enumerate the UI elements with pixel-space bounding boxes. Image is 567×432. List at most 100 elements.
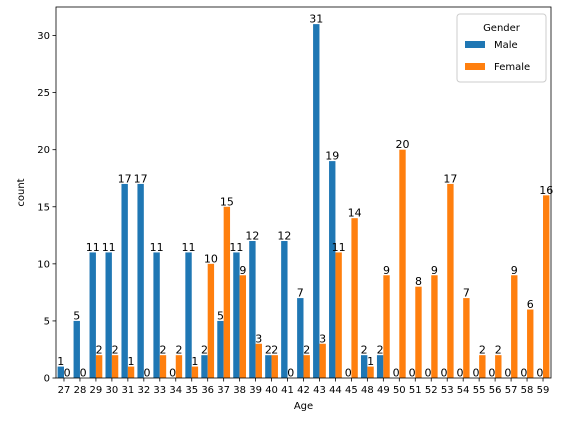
legend: Gender Male Female (456, 13, 547, 83)
data-label: 2 (479, 344, 486, 357)
data-label: 1 (367, 355, 374, 368)
bar (217, 320, 224, 378)
x-tick-label: 32 (137, 385, 150, 396)
bar (329, 161, 336, 378)
data-label: 11 (229, 241, 243, 254)
data-label: 0 (169, 367, 176, 380)
x-tick-label: 57 (505, 385, 518, 396)
x-axis-label: Age (294, 401, 313, 412)
bar (511, 275, 518, 378)
x-tick-label: 53 (441, 385, 454, 396)
x-tick-label: 33 (153, 385, 166, 396)
data-label: 9 (239, 264, 246, 277)
bar (153, 252, 160, 378)
y-tick-label: 20 (37, 145, 50, 156)
x-tick-label: 41 (281, 385, 294, 396)
bar (233, 252, 240, 378)
bar (249, 241, 256, 378)
data-label: 2 (265, 344, 272, 357)
bar (255, 343, 262, 378)
data-label: 1 (57, 355, 64, 368)
x-tick-label: 36 (201, 385, 214, 396)
x-tick-label: 55 (473, 385, 486, 396)
bar (271, 355, 278, 378)
y-axis-label: count (16, 178, 27, 206)
bar (175, 355, 183, 378)
bar (543, 195, 550, 378)
data-label: 0 (520, 367, 527, 380)
x-tick-label: 29 (90, 385, 103, 396)
x-tick-label: 39 (249, 385, 262, 396)
bar (73, 320, 80, 378)
bar (297, 298, 304, 378)
data-label: 0 (287, 367, 294, 380)
data-label: 11 (182, 241, 196, 254)
bar (447, 183, 454, 378)
bar (281, 241, 288, 378)
y-tick-label: 30 (37, 31, 50, 42)
x-axis: 27 28 29 30 31 32 33 34 35 36 37 38 39 40 41 42 43 44 45 48… (58, 378, 550, 396)
bar (89, 252, 96, 378)
x-tick-label: 51 (409, 385, 422, 396)
x-tick-label: 59 (537, 385, 550, 396)
x-tick-label: 44 (329, 385, 342, 396)
x-tick-label: 54 (457, 385, 470, 396)
x-tick-label: 52 (425, 385, 438, 396)
x-tick-label: 37 (217, 385, 230, 396)
bar (415, 286, 422, 378)
data-label: 11 (332, 241, 346, 254)
data-label: 12 (245, 230, 259, 243)
bar (137, 183, 144, 378)
bar (191, 366, 199, 378)
data-label: 2 (201, 344, 208, 357)
data-label: 8 (415, 275, 422, 288)
data-label: 2 (112, 344, 119, 357)
y-axis: 0 5 10 15 20 25 30 (37, 31, 56, 385)
bar (121, 183, 128, 378)
bar (159, 355, 167, 378)
x-tick-label: 40 (265, 385, 278, 396)
x-tick-label: 38 (233, 385, 246, 396)
data-label: 12 (277, 230, 291, 243)
data-label: 11 (102, 241, 116, 254)
x-tick-label: 56 (489, 385, 502, 396)
data-label: 17 (118, 172, 132, 185)
bar (527, 309, 534, 378)
legend-swatch-female (465, 63, 485, 70)
data-label: 16 (539, 184, 553, 197)
y-tick-label: 0 (44, 374, 50, 385)
bar (95, 355, 103, 378)
data-label: 5 (73, 309, 80, 322)
x-tick-label: 58 (521, 385, 534, 396)
bar (201, 355, 208, 378)
data-label: 0 (80, 367, 87, 380)
data-label: 0 (64, 367, 71, 380)
data-label: 3 (255, 332, 262, 345)
data-label: 0 (144, 367, 151, 380)
x-tick-label: 31 (121, 385, 134, 396)
y-tick-label: 15 (37, 202, 50, 213)
data-label: 0 (504, 367, 511, 380)
bar (495, 355, 502, 378)
y-tick-label: 25 (37, 88, 50, 99)
x-tick-label: 27 (58, 385, 71, 396)
y-tick-label: 5 (44, 316, 50, 327)
bar (313, 24, 320, 378)
bar (303, 355, 310, 378)
data-label: 9 (431, 264, 438, 277)
data-label: 17 (134, 172, 148, 185)
bar (351, 218, 358, 378)
x-tick-label: 43 (313, 385, 326, 396)
bar (185, 252, 192, 378)
data-label: 11 (150, 241, 164, 254)
data-label: 2 (495, 344, 502, 357)
data-label: 14 (348, 207, 362, 220)
bar (399, 149, 406, 378)
x-tick-label: 28 (74, 385, 87, 396)
data-label: 17 (443, 172, 457, 185)
data-label: 2 (361, 344, 368, 357)
bar (265, 355, 272, 378)
x-tick-label: 42 (297, 385, 310, 396)
data-label: 31 (309, 13, 323, 26)
